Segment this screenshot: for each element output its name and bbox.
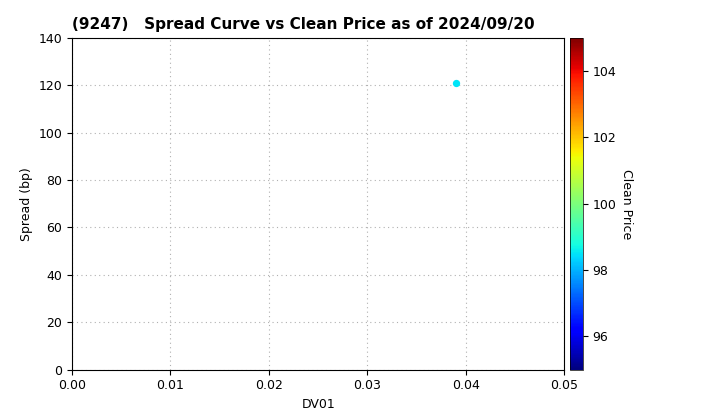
Y-axis label: Spread (bp): Spread (bp) <box>20 167 33 241</box>
Text: (9247)   Spread Curve vs Clean Price as of 2024/09/20: (9247) Spread Curve vs Clean Price as of… <box>72 18 535 32</box>
Point <box>451 79 462 86</box>
X-axis label: DV01: DV01 <box>302 398 335 411</box>
Y-axis label: Clean Price: Clean Price <box>620 168 633 239</box>
